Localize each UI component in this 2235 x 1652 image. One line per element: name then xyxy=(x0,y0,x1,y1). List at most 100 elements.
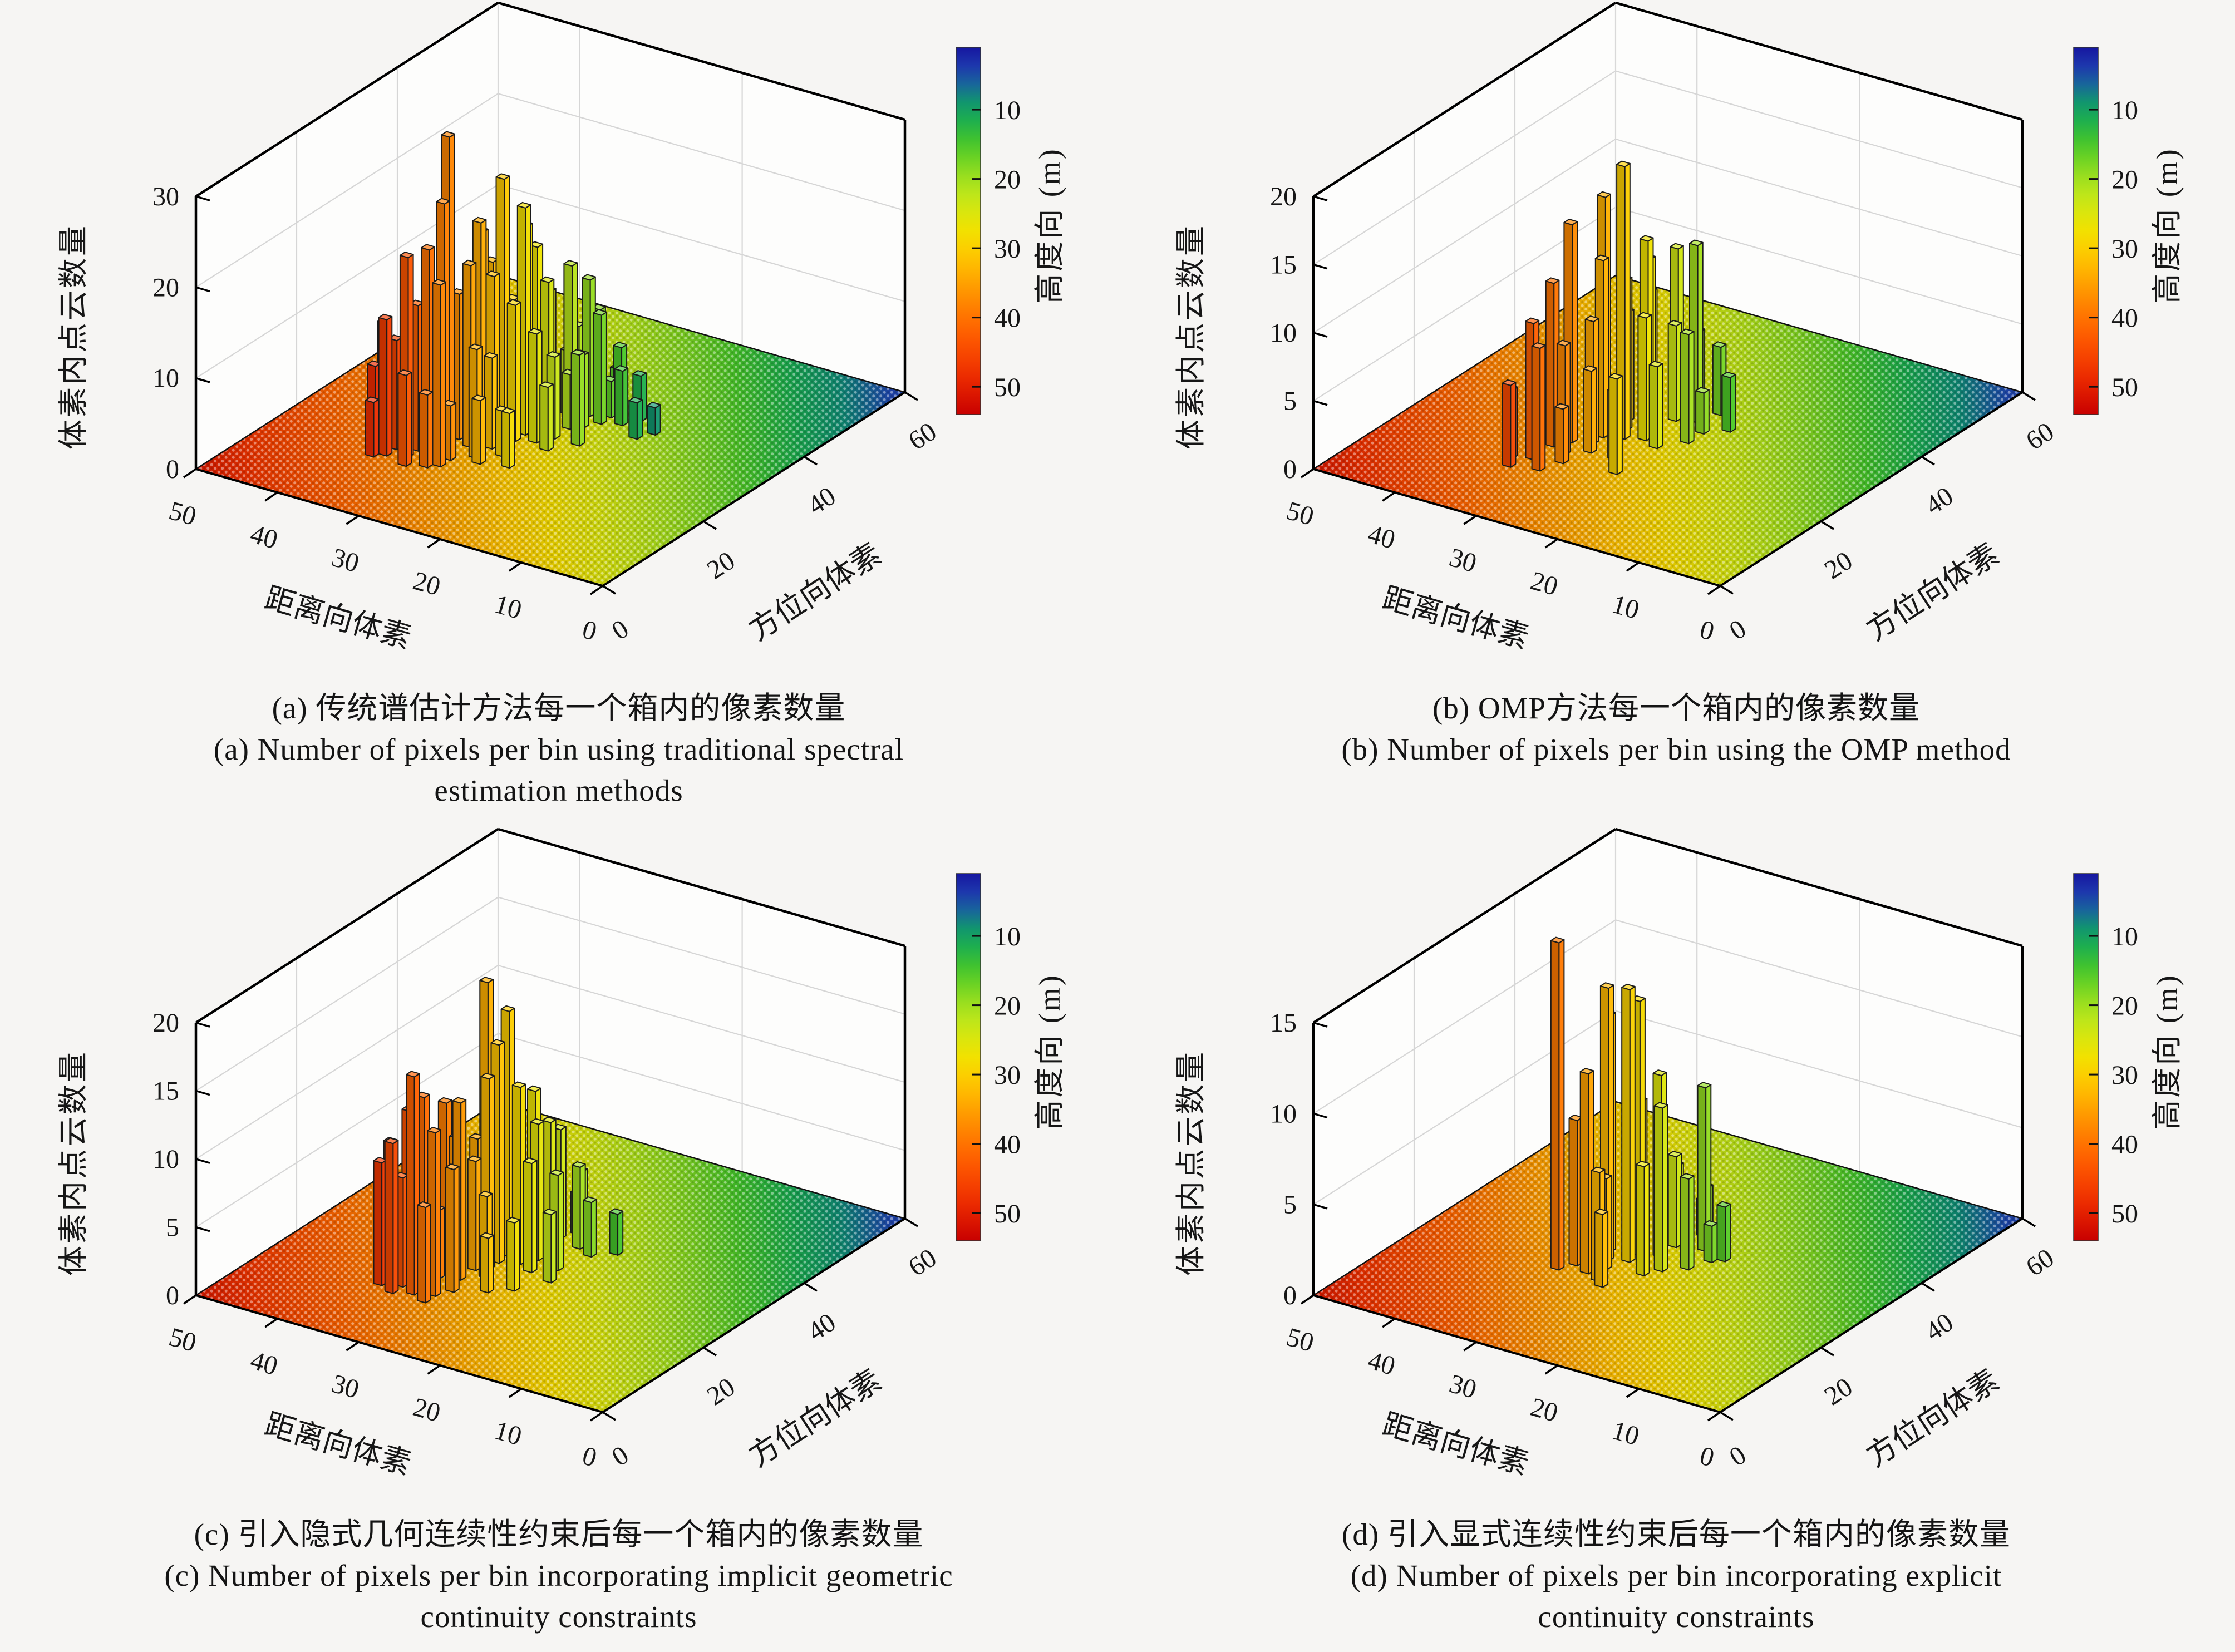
svg-text:0: 0 xyxy=(166,1281,179,1310)
svg-text:40: 40 xyxy=(2111,1130,2138,1160)
caption-zh-a: (a) 传统谱估计方法每一个箱内的像素数量 xyxy=(272,691,846,725)
svg-text:50: 50 xyxy=(2111,1199,2138,1229)
z-axis-label: 体素内点云数量 xyxy=(1174,1050,1208,1276)
svg-text:10: 10 xyxy=(994,922,1021,951)
svg-text:50: 50 xyxy=(166,1322,200,1358)
caption-en-d-line1: (d) Number of pixels per bin incorporati… xyxy=(1350,1559,2002,1592)
svg-text:30: 30 xyxy=(994,1061,1021,1090)
svg-text:0: 0 xyxy=(1724,614,1751,646)
plot-box-edges xyxy=(1312,827,2024,1413)
svg-text:40: 40 xyxy=(803,481,841,521)
caption-block-c: (c) 引入隐式几何连续性约束后每一个箱内的像素数量 (c) Number of… xyxy=(0,1514,1118,1638)
svg-text:30: 30 xyxy=(2111,234,2138,264)
caption-zh-b: (b) OMP方法每一个箱内的像素数量 xyxy=(1432,691,1921,725)
panel-a: 0 10 20 30 50 40 30 20 10 0 0 20 40 60 距离向体素 方位向体素 体素内点云… xyxy=(0,0,1118,826)
svg-text:20: 20 xyxy=(702,546,740,585)
svg-text:60: 60 xyxy=(903,417,942,456)
svg-text:0: 0 xyxy=(1283,1281,1297,1310)
y-axis-label: 方位向体素 xyxy=(1860,537,2005,647)
x-axis-label: 距离向体素 xyxy=(1379,581,1532,655)
panel-d: 0 5 10 15 50 40 30 20 10 0 0 20 40 60 距离向体素 方位向体素 体素内点云数… xyxy=(1118,826,2235,1652)
caption-block-a: (a) 传统谱估计方法每一个箱内的像素数量 (a) Number of pixe… xyxy=(0,688,1118,811)
y-axis-label: 方位向体素 xyxy=(743,537,887,647)
svg-text:50: 50 xyxy=(1283,1322,1317,1358)
plot-walls xyxy=(1313,828,2023,1295)
svg-text:15: 15 xyxy=(1270,1008,1297,1038)
svg-text:40: 40 xyxy=(803,1308,841,1347)
svg-text:50: 50 xyxy=(2111,373,2138,402)
caption-en-b-line1: (b) Number of pixels per bin using the O… xyxy=(1341,732,2011,766)
y-axis-label: 方位向体素 xyxy=(1860,1363,2005,1473)
svg-text:40: 40 xyxy=(247,519,281,555)
plot-box-edges xyxy=(194,1,907,587)
svg-text:40: 40 xyxy=(994,304,1021,333)
svg-text:10: 10 xyxy=(1270,1099,1297,1128)
colorbar-label: 高度向 (m) xyxy=(1033,973,1066,1130)
caption-en-c-line1: (c) Number of pixels per bin incorporati… xyxy=(164,1559,953,1592)
svg-text:40: 40 xyxy=(1920,481,1958,521)
caption-zh-d: (d) 引入显式连续性约束后每一个箱内的像素数量 xyxy=(1342,1517,2011,1551)
caption-block-d: (d) 引入显式连续性约束后每一个箱内的像素数量 (d) Number of p… xyxy=(1118,1514,2235,1638)
svg-text:0: 0 xyxy=(1724,1440,1751,1472)
svg-text:20: 20 xyxy=(410,566,444,601)
svg-text:60: 60 xyxy=(903,1243,942,1283)
caption-zh-c: (c) 引入隐式几何连续性约束后每一个箱内的像素数量 xyxy=(194,1517,924,1551)
x-axis-label: 距离向体素 xyxy=(1379,1408,1532,1481)
svg-text:50: 50 xyxy=(994,1199,1021,1229)
svg-text:5: 5 xyxy=(166,1213,179,1242)
svg-text:15: 15 xyxy=(152,1077,179,1106)
svg-text:0: 0 xyxy=(607,1440,634,1472)
z-axis-label: 体素内点云数量 xyxy=(57,1050,90,1276)
z-axis-ticks: 0 5 10 15 20 xyxy=(1270,182,1328,484)
panel-b: 0 5 10 15 20 50 40 30 20 10 0 0 20 40 60 距离向体素 方位向体素 体素内点… xyxy=(1118,0,2235,826)
svg-text:20: 20 xyxy=(994,165,1021,195)
caption-en-a-line2: estimation methods xyxy=(434,773,683,807)
svg-text:20: 20 xyxy=(152,1008,179,1038)
svg-text:40: 40 xyxy=(2111,304,2138,333)
svg-text:20: 20 xyxy=(1819,546,1858,585)
colorbar-label: 高度向 (m) xyxy=(2150,973,2184,1130)
svg-text:40: 40 xyxy=(994,1130,1021,1160)
svg-text:30: 30 xyxy=(1446,543,1480,578)
svg-text:20: 20 xyxy=(994,992,1021,1021)
plot-box-edges xyxy=(1312,1,2024,587)
svg-text:0: 0 xyxy=(579,614,600,647)
svg-text:10: 10 xyxy=(152,1145,179,1174)
bars-3d xyxy=(1550,936,1731,1288)
caption-block-b: (b) OMP方法每一个箱内的像素数量 (b) Number of pixels… xyxy=(1118,688,2235,770)
svg-text:50: 50 xyxy=(166,496,200,531)
svg-text:20: 20 xyxy=(2111,165,2138,195)
svg-text:5: 5 xyxy=(1283,387,1297,416)
colorbar: 10 20 30 40 50 高度向 (m) xyxy=(2073,873,2184,1241)
colorbar: 10 20 30 40 50 高度向 (m) xyxy=(956,47,1066,415)
x-axis-label: 距离向体素 xyxy=(261,581,415,655)
svg-text:10: 10 xyxy=(152,364,179,393)
svg-text:40: 40 xyxy=(247,1345,281,1381)
svg-text:30: 30 xyxy=(152,182,179,211)
svg-text:15: 15 xyxy=(1270,250,1297,280)
svg-text:30: 30 xyxy=(1446,1369,1480,1404)
svg-text:40: 40 xyxy=(1365,519,1399,555)
svg-text:20: 20 xyxy=(1270,182,1297,211)
y-axis-label: 方位向体素 xyxy=(743,1363,887,1473)
svg-text:0: 0 xyxy=(1696,614,1717,647)
svg-text:10: 10 xyxy=(1609,589,1643,625)
svg-text:30: 30 xyxy=(994,234,1021,264)
svg-text:10: 10 xyxy=(2111,96,2138,125)
svg-text:60: 60 xyxy=(2021,417,2059,456)
z-axis-label: 体素内点云数量 xyxy=(57,224,90,450)
svg-text:10: 10 xyxy=(994,96,1021,125)
svg-text:10: 10 xyxy=(1609,1416,1643,1451)
svg-text:60: 60 xyxy=(2021,1243,2059,1283)
svg-text:10: 10 xyxy=(491,589,525,625)
colorbar-label: 高度向 (m) xyxy=(1033,147,1066,303)
svg-text:40: 40 xyxy=(1920,1308,1958,1347)
z-axis-ticks: 0 5 10 15 xyxy=(1270,1008,1328,1310)
svg-text:20: 20 xyxy=(1527,566,1561,601)
svg-text:20: 20 xyxy=(2111,992,2138,1021)
